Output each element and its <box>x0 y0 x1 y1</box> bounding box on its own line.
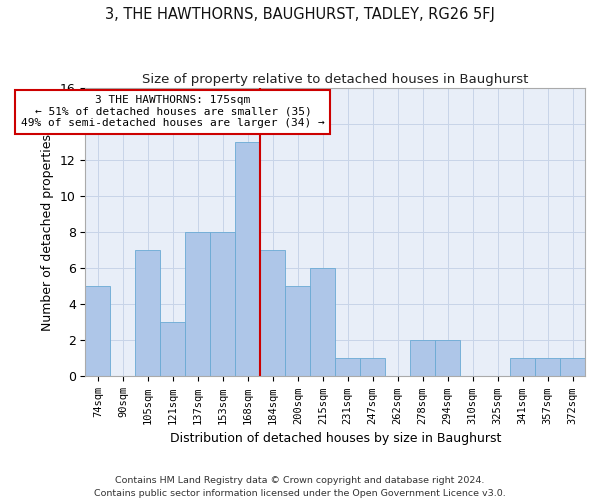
Bar <box>310 268 335 376</box>
Text: 3 THE HAWTHORNS: 175sqm
← 51% of detached houses are smaller (35)
49% of semi-de: 3 THE HAWTHORNS: 175sqm ← 51% of detache… <box>21 96 325 128</box>
Text: Contains HM Land Registry data © Crown copyright and database right 2024.
Contai: Contains HM Land Registry data © Crown c… <box>94 476 506 498</box>
Bar <box>260 250 286 376</box>
Title: Size of property relative to detached houses in Baughurst: Size of property relative to detached ho… <box>142 72 529 86</box>
Bar <box>160 322 185 376</box>
Bar <box>286 286 310 376</box>
Bar <box>410 340 435 376</box>
Bar <box>435 340 460 376</box>
Bar <box>560 358 585 376</box>
Bar <box>136 250 160 376</box>
Text: 3, THE HAWTHORNS, BAUGHURST, TADLEY, RG26 5FJ: 3, THE HAWTHORNS, BAUGHURST, TADLEY, RG2… <box>105 8 495 22</box>
Bar <box>211 232 235 376</box>
X-axis label: Distribution of detached houses by size in Baughurst: Distribution of detached houses by size … <box>170 432 501 445</box>
Bar <box>360 358 385 376</box>
Bar <box>235 142 260 376</box>
Bar <box>185 232 211 376</box>
Bar <box>335 358 360 376</box>
Bar <box>510 358 535 376</box>
Y-axis label: Number of detached properties: Number of detached properties <box>41 134 55 331</box>
Bar <box>535 358 560 376</box>
Bar <box>85 286 110 376</box>
